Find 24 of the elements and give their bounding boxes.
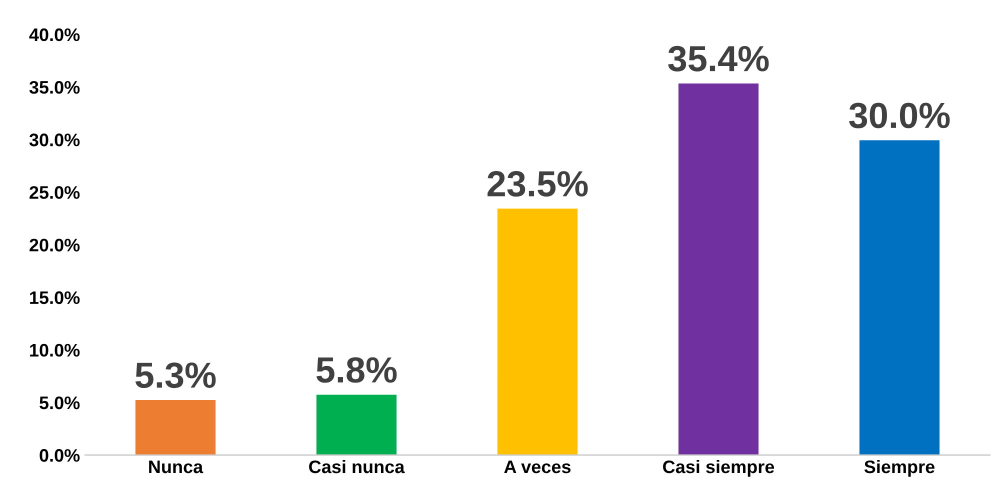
x-tick-label: Siempre <box>864 460 935 477</box>
y-tick-label: 0.0% <box>40 449 80 462</box>
bar <box>134 398 217 456</box>
y-tick-label: 10.0% <box>30 344 80 357</box>
bar <box>858 138 941 456</box>
y-tick-label: 30.0% <box>29 134 80 146</box>
data-label: 5.8% <box>316 357 397 383</box>
x-tick-label: A veces <box>504 460 571 474</box>
bar <box>496 207 579 456</box>
data-label: 30.0% <box>849 102 950 128</box>
y-tick-label: 40.0% <box>29 28 80 42</box>
x-tick-label: Nunca <box>149 460 204 474</box>
bar <box>315 393 398 456</box>
data-label: 35.4% <box>668 46 769 72</box>
bar <box>677 82 760 456</box>
y-tick-label: 15.0% <box>30 291 80 304</box>
x-tick-label: Casi nunca <box>309 460 405 474</box>
y-tick-label: 35.0% <box>29 80 80 94</box>
y-tick-label: 25.0% <box>30 186 80 199</box>
data-label: 23.5% <box>488 171 588 197</box>
x-tick-label: Casi siempre <box>663 460 774 477</box>
y-tick-label: 20.0% <box>30 238 80 252</box>
data-label: 5.3% <box>135 362 216 388</box>
y-tick-label: 5.0% <box>40 396 80 410</box>
